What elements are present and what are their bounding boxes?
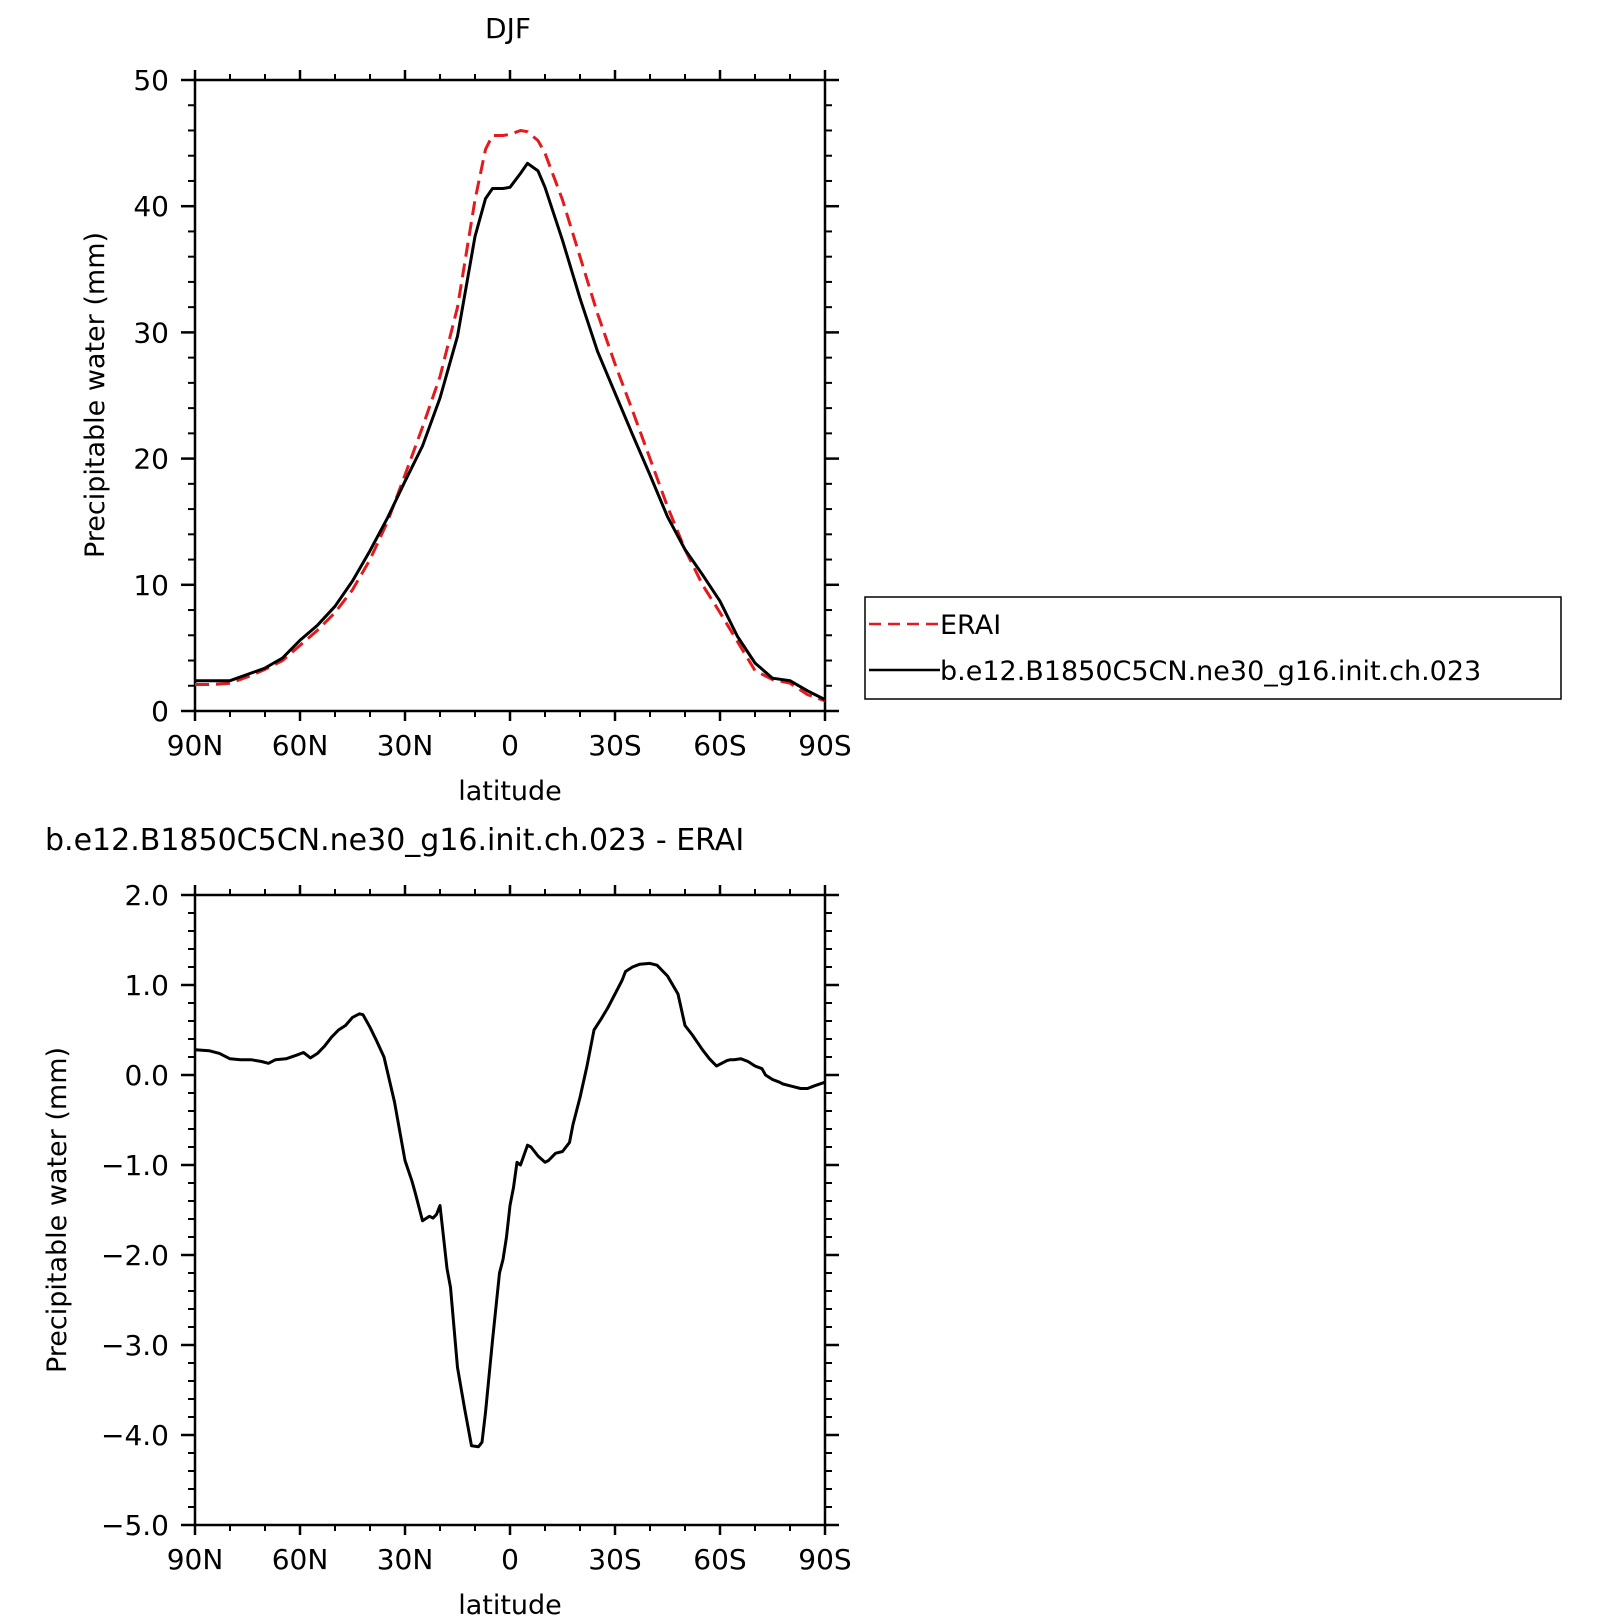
y-axis-label: Precipitable water (mm) (80, 232, 111, 558)
x-tick-label: 60N (272, 729, 329, 762)
y-tick-label: 40 (133, 190, 169, 223)
legend-label-erai: ERAI (940, 610, 1001, 641)
y-tick-labels: 2.0 1.0 0.0 −1.0 −2.0 −3.0 −4.0 −5.0 (101, 879, 169, 1542)
legend: ERAI b.e12.B1850C5CN.ne30_g16.init.ch.02… (864, 596, 1562, 700)
x-tick-label: 30S (588, 1543, 641, 1576)
y-axis-label: Precipitable water (mm) (42, 1047, 73, 1373)
x-tick-label: 30N (377, 729, 434, 762)
x-tick-label: 0 (501, 729, 519, 762)
y-tick-label: −1.0 (101, 1149, 169, 1182)
y-tick-label: 10 (133, 569, 169, 602)
y-tick-label: 0 (151, 695, 169, 728)
y-tick-label: −3.0 (101, 1329, 169, 1362)
x-tick-label: 30N (377, 1543, 434, 1576)
x-tick-label: 0 (501, 1543, 519, 1576)
x-axis-label: latitude (458, 1590, 562, 1619)
series-lines (194, 961, 826, 1449)
x-tick-label: 90S (798, 729, 851, 762)
axis-ticks (181, 885, 839, 1535)
y-tick-label: 20 (133, 443, 169, 476)
y-tick-label: 50 (133, 64, 169, 97)
legend-label-model: b.e12.B1850C5CN.ne30_g16.init.ch.023 (940, 656, 1481, 687)
chart-panel-djf: DJF 0 10 20 30 40 50 90N 60N 30N 0 30S 60S 90S lati… (80, 12, 1562, 807)
x-tick-label: 60S (693, 1543, 746, 1576)
x-tick-label: 90N (167, 729, 224, 762)
legend-box (864, 596, 1562, 700)
y-tick-label: 30 (133, 316, 169, 349)
series-line (195, 129, 826, 703)
x-tick-label: 30S (588, 729, 641, 762)
series-line (195, 161, 826, 701)
chart-title: DJF (485, 12, 531, 45)
y-tick-label: −5.0 (101, 1509, 169, 1542)
series-line (194, 961, 826, 1449)
plot-frame (193, 78, 827, 713)
series-lines (195, 129, 826, 703)
axis-ticks (181, 70, 839, 721)
y-tick-label: 1.0 (124, 969, 169, 1002)
x-tick-labels: 90N 60N 30N 0 30S 60S 90S (167, 1543, 852, 1576)
y-tick-label: 0.0 (124, 1059, 169, 1092)
y-tick-label: −4.0 (101, 1419, 169, 1452)
y-tick-label: 2.0 (124, 879, 169, 912)
chart-title: b.e12.B1850C5CN.ne30_g16.init.ch.023 - E… (45, 823, 744, 858)
chart-panel-difference: b.e12.B1850C5CN.ne30_g16.init.ch.023 - E… (42, 823, 852, 1619)
x-tick-label: 90N (167, 1543, 224, 1576)
y-tick-labels: 0 10 20 30 40 50 (133, 64, 169, 728)
x-tick-label: 60S (693, 729, 746, 762)
x-axis-label: latitude (458, 776, 562, 807)
x-tick-label: 90S (798, 1543, 851, 1576)
x-tick-label: 60N (272, 1543, 329, 1576)
x-tick-labels: 90N 60N 30N 0 30S 60S 90S (167, 729, 852, 762)
y-tick-label: −2.0 (101, 1239, 169, 1272)
